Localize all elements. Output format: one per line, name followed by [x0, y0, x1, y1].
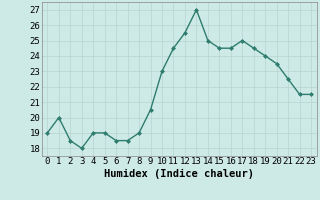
X-axis label: Humidex (Indice chaleur): Humidex (Indice chaleur): [104, 169, 254, 179]
